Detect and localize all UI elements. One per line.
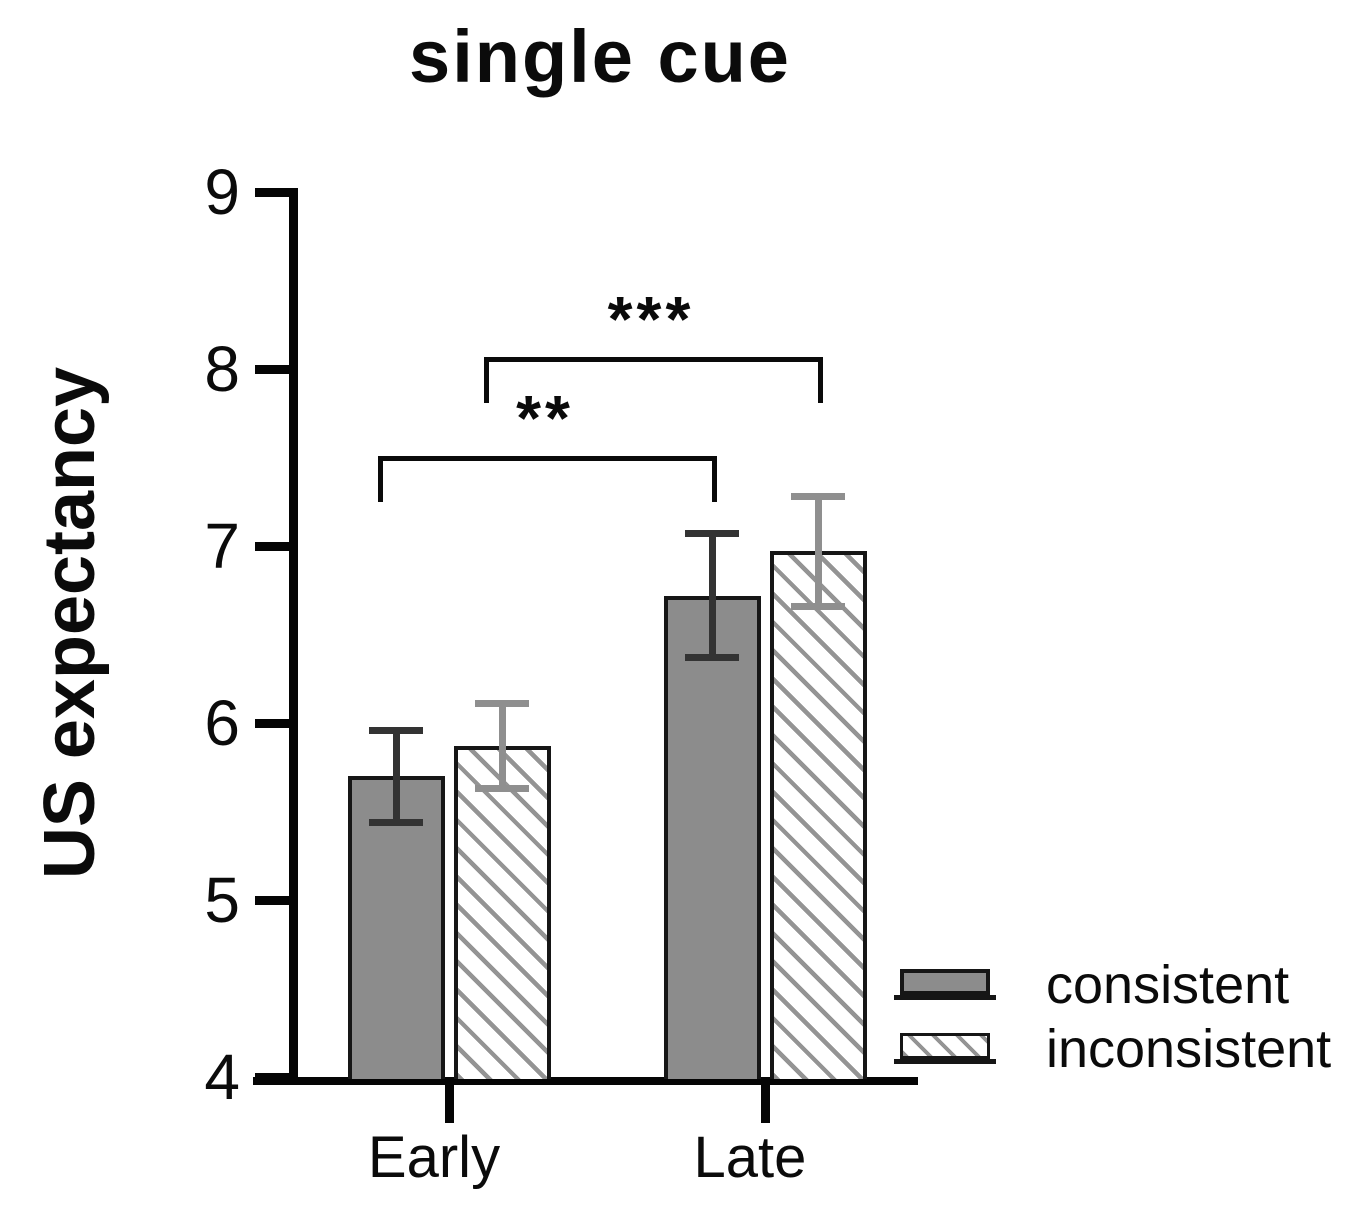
significance-label: *** (607, 282, 695, 355)
significance-bracket-tick (378, 455, 383, 502)
y-tick-label: 4 (204, 1041, 240, 1113)
error-bar-stem (814, 496, 822, 607)
legend-swatch-inconsistent (900, 1033, 990, 1059)
y-tick (255, 895, 293, 905)
significance-label: ** (516, 381, 574, 454)
legend-swatch-consistent (900, 969, 990, 995)
significance-bracket-tick (712, 455, 717, 502)
y-tick (255, 1072, 293, 1082)
x-tick-label: Early (367, 1125, 501, 1190)
error-bar-cap-top (369, 726, 423, 734)
x-tick (760, 1085, 770, 1123)
error-bar-cap-top (685, 530, 739, 538)
error-bar-cap-bottom (475, 784, 529, 792)
significance-bracket (484, 356, 823, 362)
legend-label-inconsistent: inconsistent (1046, 1019, 1332, 1079)
error-bar-cap-bottom (369, 818, 423, 826)
legend-swatch-baseline (894, 995, 996, 1000)
error-bar-cap-bottom (685, 654, 739, 661)
bar-consistent-late (663, 595, 761, 1079)
y-tick (255, 187, 293, 197)
significance-bracket-tick (484, 356, 489, 403)
bar-inconsistent-late (769, 551, 867, 1079)
error-bar-stem (498, 703, 506, 789)
x-tick-label: Late (693, 1125, 807, 1190)
significance-bracket-tick (818, 356, 823, 403)
y-tick (255, 541, 293, 551)
y-axis-line (288, 188, 298, 1085)
x-axis-line (253, 1077, 918, 1085)
bar-inconsistent-early (453, 746, 551, 1079)
chart-title: single cue (409, 15, 791, 98)
y-tick-label: 6 (204, 687, 240, 759)
error-bar-stem (708, 533, 716, 658)
error-bar-cap-top (791, 492, 845, 500)
y-tick (255, 718, 293, 728)
error-bar-cap-top (475, 700, 529, 708)
y-tick-label: 7 (204, 510, 240, 582)
legend-swatch-baseline (894, 1059, 996, 1064)
legend-label-consistent: consistent (1046, 955, 1290, 1015)
significance-bracket (378, 455, 717, 461)
y-tick-label: 5 (204, 864, 240, 936)
y-tick-label: 9 (204, 156, 240, 228)
error-bar-stem (392, 730, 400, 823)
error-bar-cap-bottom (791, 602, 845, 610)
y-tick (255, 364, 293, 374)
x-tick (444, 1085, 454, 1123)
y-tick-label: 8 (204, 333, 240, 405)
